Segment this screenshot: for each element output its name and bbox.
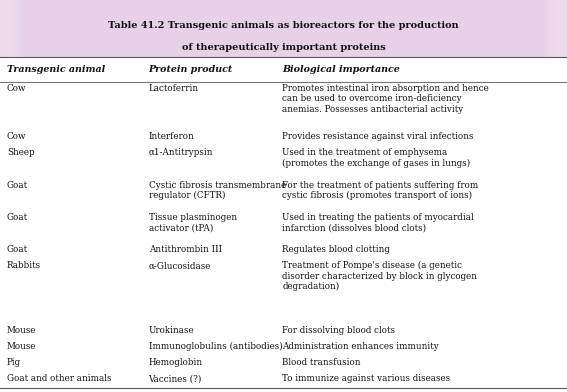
- Text: Administration enhances immunity: Administration enhances immunity: [282, 342, 439, 351]
- Text: α1-Antitrypsin: α1-Antitrypsin: [149, 149, 213, 158]
- FancyBboxPatch shape: [0, 0, 23, 57]
- Text: Immunoglobulins (antibodies): Immunoglobulins (antibodies): [149, 342, 282, 351]
- Text: Treatment of Pompe's disease (a genetic
disorder characterized by block in glyco: Treatment of Pompe's disease (a genetic …: [282, 261, 477, 291]
- Text: Vaccines (?): Vaccines (?): [149, 374, 202, 383]
- Text: Goat: Goat: [7, 245, 28, 254]
- FancyBboxPatch shape: [0, 0, 14, 57]
- FancyBboxPatch shape: [0, 0, 20, 57]
- Text: Mouse: Mouse: [7, 326, 36, 335]
- Text: Sheep: Sheep: [7, 149, 35, 158]
- Text: Goat: Goat: [7, 181, 28, 190]
- Text: Cystic fibrosis transmembrane
regulator (CFTR): Cystic fibrosis transmembrane regulator …: [149, 181, 286, 200]
- FancyBboxPatch shape: [547, 0, 567, 57]
- Text: Tissue plasminogen
activator (tPA): Tissue plasminogen activator (tPA): [149, 213, 236, 232]
- Text: α-Glucosidase: α-Glucosidase: [149, 261, 211, 270]
- Text: Table 41.2 Transgenic animals as bioreactors for the production: Table 41.2 Transgenic animals as bioreac…: [108, 21, 459, 30]
- FancyBboxPatch shape: [544, 0, 567, 57]
- FancyBboxPatch shape: [0, 0, 17, 57]
- Text: Hemoglobin: Hemoglobin: [149, 358, 202, 367]
- Text: Pig: Pig: [7, 358, 21, 367]
- Text: For the treatment of patients suffering from
cystic fibrosis (promotes transport: For the treatment of patients suffering …: [282, 181, 479, 200]
- Text: Goat and other animals: Goat and other animals: [7, 374, 111, 383]
- Text: Provides resistance against viral infections: Provides resistance against viral infect…: [282, 132, 474, 141]
- Text: To immunize against various diseases: To immunize against various diseases: [282, 374, 451, 383]
- Text: Regulates blood clotting: Regulates blood clotting: [282, 245, 390, 254]
- Text: Biological importance: Biological importance: [282, 65, 400, 74]
- Text: Protein product: Protein product: [149, 65, 233, 74]
- FancyBboxPatch shape: [0, 0, 567, 57]
- FancyBboxPatch shape: [553, 0, 567, 57]
- Text: Lactoferrin: Lactoferrin: [149, 84, 198, 93]
- Text: Urokinase: Urokinase: [149, 326, 194, 335]
- Text: of therapeutically important proteins: of therapeutically important proteins: [181, 44, 386, 52]
- Text: Rabbits: Rabbits: [7, 261, 41, 270]
- Text: Interferon: Interferon: [149, 132, 194, 141]
- Text: For dissolving blood clots: For dissolving blood clots: [282, 326, 395, 335]
- Text: Used in the treatment of emphysema
(promotes the exchange of gases in lungs): Used in the treatment of emphysema (prom…: [282, 149, 471, 168]
- Text: Transgenic animal: Transgenic animal: [7, 65, 105, 74]
- Text: Blood transfusion: Blood transfusion: [282, 358, 361, 367]
- Text: Used in treating the patients of myocardial
infarction (dissolves blood clots): Used in treating the patients of myocard…: [282, 213, 474, 232]
- Text: Antithrombin III: Antithrombin III: [149, 245, 222, 254]
- Text: Cow: Cow: [7, 84, 26, 93]
- Text: Goat: Goat: [7, 213, 28, 222]
- Text: Promotes intestinal iron absorption and hence
can be used to overcome iron-defic: Promotes intestinal iron absorption and …: [282, 84, 489, 114]
- FancyBboxPatch shape: [550, 0, 567, 57]
- Text: Mouse: Mouse: [7, 342, 36, 351]
- Text: Cow: Cow: [7, 132, 26, 141]
